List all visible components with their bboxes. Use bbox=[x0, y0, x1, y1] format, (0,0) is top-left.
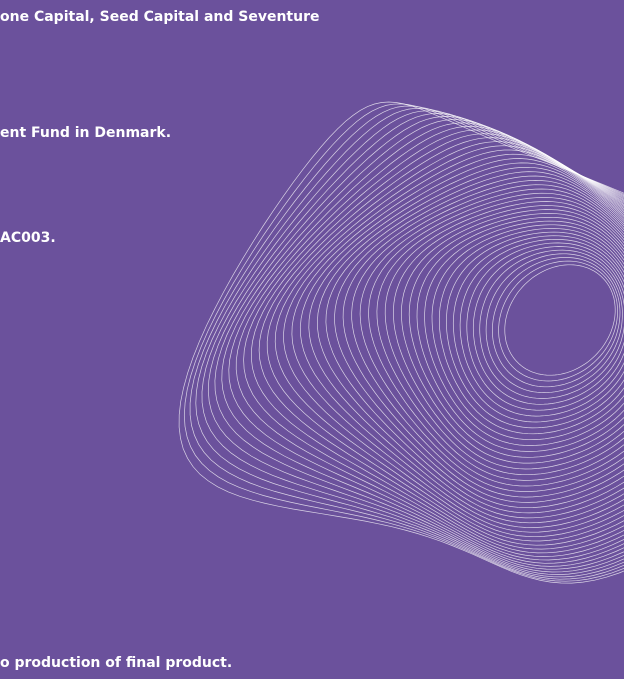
art-curve bbox=[369, 193, 624, 486]
text-line: o production of final product. bbox=[0, 655, 232, 671]
art-curve bbox=[222, 120, 624, 567]
line-art bbox=[0, 0, 624, 679]
art-curve bbox=[196, 108, 624, 577]
art-curve bbox=[352, 185, 624, 497]
art-curve bbox=[453, 236, 624, 422]
art-curve bbox=[317, 167, 624, 518]
art-curve bbox=[409, 214, 624, 458]
text-line: one Capital, Seed Capital and Seventure bbox=[0, 9, 319, 25]
art-curve bbox=[343, 180, 624, 502]
art-curve bbox=[486, 254, 622, 393]
text-line: AC003. bbox=[0, 230, 56, 246]
art-curve bbox=[300, 159, 624, 528]
art-curve bbox=[460, 239, 624, 416]
art-curve bbox=[480, 250, 624, 398]
art-curve bbox=[292, 154, 624, 532]
art-curve bbox=[467, 243, 624, 410]
text-line: ent Fund in Denmark. bbox=[0, 125, 171, 141]
art-curve bbox=[505, 265, 615, 375]
art-curve bbox=[360, 189, 624, 492]
page: {"lines": ["one Capital, Seed Capital an… bbox=[0, 0, 624, 679]
